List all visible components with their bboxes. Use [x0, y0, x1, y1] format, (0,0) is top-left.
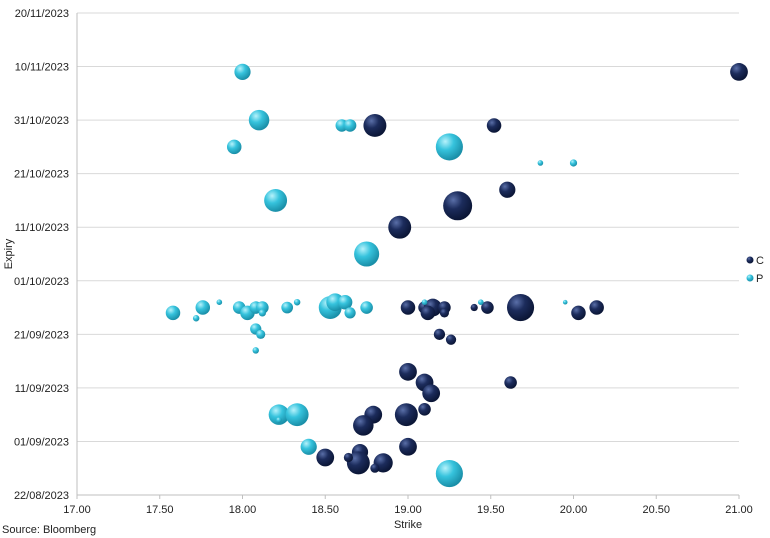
bubble-C	[420, 305, 436, 321]
bubble-P	[562, 299, 568, 305]
bubble-C	[394, 403, 418, 427]
legend-marker-P	[746, 274, 754, 282]
bubble-C	[400, 300, 416, 315]
bubble-P	[354, 241, 380, 267]
bubble-C	[363, 114, 387, 137]
bubble-C	[504, 376, 517, 389]
bubble-P	[256, 301, 269, 314]
bubble-C	[316, 448, 335, 467]
bubble-P	[256, 329, 266, 339]
bubble-C	[388, 215, 412, 239]
bubble-C	[370, 463, 380, 473]
bubble-P	[344, 307, 356, 319]
y-tick-label: 11/09/2023	[15, 383, 69, 395]
x-tick-label: 20.50	[642, 504, 670, 516]
bubble-P	[421, 299, 428, 306]
y-tick-label: 10/11/2023	[15, 62, 69, 74]
bubble-C	[399, 437, 417, 456]
y-tick-label: 11/10/2023	[15, 222, 69, 234]
y-tick-label: 22/08/2023	[14, 490, 69, 502]
bubble-P	[192, 315, 200, 322]
legend-label-P: P	[756, 273, 763, 285]
bubble-P	[258, 309, 266, 317]
bubble-C	[443, 191, 473, 221]
series-P	[165, 63, 578, 488]
x-tick-label: 17.50	[146, 504, 174, 516]
x-tick-label: 19.50	[477, 504, 505, 516]
bubble-C	[343, 452, 354, 463]
y-tick-label: 01/10/2023	[14, 276, 69, 288]
bubble-C	[486, 118, 502, 133]
axes	[76, 13, 740, 499]
y-tick-label: 21/10/2023	[14, 169, 69, 181]
bubble-C	[353, 415, 374, 436]
legend: CP	[746, 255, 764, 285]
bubble-C	[439, 308, 449, 318]
bubble-P	[285, 403, 309, 427]
y-axis-label: Expiry	[3, 238, 15, 269]
y-tick-label: 31/10/2023	[14, 115, 69, 127]
bubble-P	[343, 119, 357, 132]
x-tick-label: 18.00	[229, 504, 257, 516]
bubble-P	[226, 139, 242, 155]
x-tick-label: 20.00	[560, 504, 588, 516]
bubble-P	[435, 133, 463, 161]
bubble-C	[499, 181, 516, 198]
y-tick-labels: 22/08/2023 01/09/2023 11/09/2023 21/09/2023…	[14, 8, 69, 502]
x-tick-label: 21.00	[725, 504, 753, 516]
data-points	[165, 63, 748, 488]
x-tick-labels: 17.00 17.50 18.00 18.50 19.00 19.50 20.00 20.50…	[63, 504, 753, 516]
y-tick-label: 20/11/2023	[15, 8, 69, 20]
bubble-C	[470, 303, 478, 312]
bubble-C	[418, 403, 431, 416]
x-axis-label: Strike	[394, 519, 422, 531]
bubble-P	[252, 347, 259, 354]
y-tick-label: 21/09/2023	[14, 329, 69, 341]
bubble-P	[337, 294, 353, 310]
bubble-P	[281, 301, 294, 314]
bubble-P	[300, 438, 317, 455]
bubble-P	[264, 188, 288, 212]
bubble-P	[537, 160, 544, 166]
bubble-P	[276, 417, 282, 423]
series-C	[316, 63, 748, 475]
legend-marker-C	[746, 256, 754, 264]
bubble-P	[248, 109, 270, 131]
bubble-P	[268, 404, 290, 425]
bubble-C	[589, 300, 604, 315]
bubble-C	[433, 328, 446, 340]
bubble-P	[569, 159, 578, 167]
bubble-C	[399, 362, 417, 381]
bubble-P	[435, 460, 463, 488]
bubble-P	[165, 305, 181, 321]
legend-label-C: C	[756, 255, 764, 267]
x-tick-label: 19.00	[394, 504, 422, 516]
source-note: Source: Bloomberg	[2, 524, 96, 536]
x-tick-label: 18.50	[311, 504, 339, 516]
bubble-C	[422, 384, 441, 403]
bubble-C	[571, 305, 586, 321]
bubble-C	[730, 63, 748, 81]
bubble-P	[216, 299, 223, 306]
bubble-P	[195, 300, 211, 315]
bubble-P	[478, 299, 484, 306]
bubble-C	[445, 334, 457, 345]
bubble-P	[234, 63, 251, 81]
x-tick-label: 17.00	[63, 504, 91, 516]
y-tick-label: 01/09/2023	[14, 436, 69, 448]
bubble-P	[293, 298, 301, 306]
bubble-C	[481, 301, 494, 314]
bubble-C	[506, 293, 535, 322]
bubble-P	[360, 301, 373, 314]
